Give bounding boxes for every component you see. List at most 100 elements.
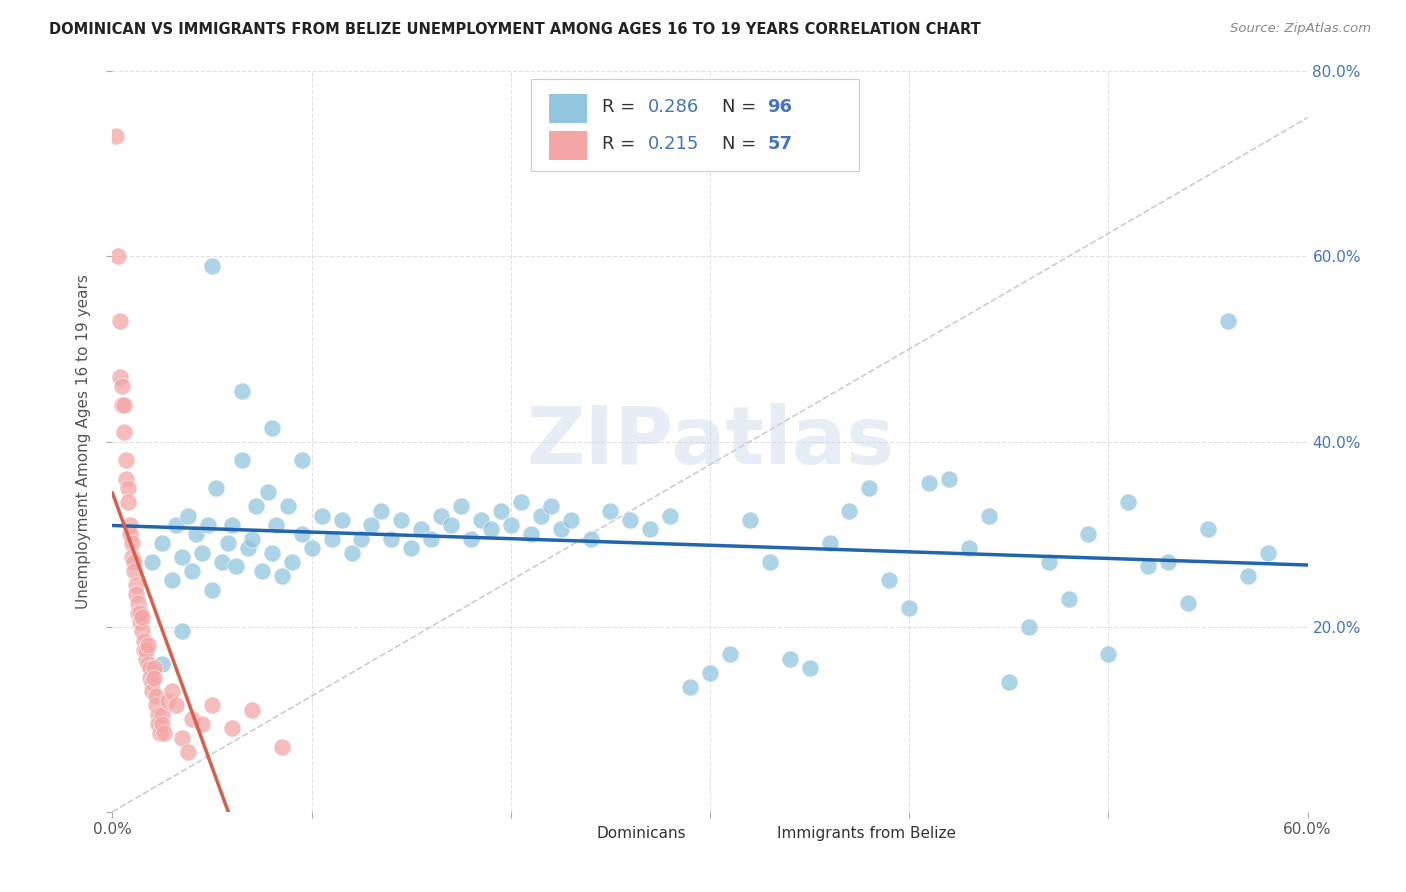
Point [125, 578, 148, 592]
Point [240, 703, 263, 717]
Point [270, 568, 292, 582]
Point [1057, 591, 1080, 606]
Point [245, 500, 267, 514]
Point [181, 712, 204, 726]
Point [124, 564, 146, 578]
Y-axis label: Unemployment Among Ages 16 to 19 years: Unemployment Among Ages 16 to 19 years [76, 274, 91, 609]
Point [350, 532, 373, 546]
Point [818, 536, 841, 550]
Point [124, 555, 146, 569]
Point [260, 420, 283, 434]
Point [107, 250, 129, 264]
Point [838, 504, 860, 518]
Point [420, 532, 443, 546]
Point [520, 527, 543, 541]
Point [134, 633, 156, 648]
Point [221, 517, 243, 532]
Point [141, 684, 163, 698]
Point [550, 523, 572, 537]
Point [172, 731, 194, 745]
Point [143, 661, 166, 675]
Point [231, 384, 253, 398]
Text: R =: R = [603, 98, 641, 116]
Point [411, 523, 433, 537]
Point [779, 652, 801, 666]
Point [138, 638, 160, 652]
Point [211, 555, 233, 569]
Point [115, 472, 138, 486]
FancyBboxPatch shape [554, 825, 588, 844]
Point [599, 504, 621, 518]
Text: N =: N = [723, 98, 762, 116]
Point [260, 545, 283, 560]
FancyBboxPatch shape [548, 94, 586, 123]
Point [879, 574, 901, 588]
Point [197, 517, 219, 532]
Point [489, 504, 512, 518]
Point [340, 545, 363, 560]
Text: Source: ZipAtlas.com: Source: ZipAtlas.com [1230, 22, 1371, 36]
Point [250, 564, 273, 578]
Point [264, 517, 287, 532]
Point [1197, 523, 1219, 537]
Point [138, 657, 160, 671]
Point [679, 680, 702, 694]
Point [150, 716, 173, 731]
Point [236, 541, 259, 555]
Point [114, 425, 135, 440]
Point [1157, 555, 1180, 569]
Point [1257, 545, 1279, 560]
Point [141, 675, 163, 690]
Point [579, 532, 602, 546]
Text: Immigrants from Belize: Immigrants from Belize [778, 826, 956, 841]
Point [759, 555, 782, 569]
Point [799, 661, 821, 675]
Point [148, 716, 170, 731]
Point [201, 582, 224, 597]
Point [134, 642, 156, 657]
Point [540, 500, 562, 514]
Point [121, 536, 143, 550]
Text: Dominicans: Dominicans [596, 826, 686, 841]
Point [150, 536, 173, 550]
Point [1177, 597, 1199, 611]
Point [162, 684, 183, 698]
FancyBboxPatch shape [548, 130, 586, 161]
FancyBboxPatch shape [531, 78, 859, 171]
Text: R =: R = [603, 135, 641, 153]
Point [898, 601, 921, 615]
Point [162, 574, 183, 588]
Point [440, 517, 463, 532]
Point [120, 527, 142, 541]
Point [143, 671, 166, 685]
Point [401, 541, 423, 555]
Point [311, 508, 333, 523]
Point [117, 494, 139, 508]
Point [509, 494, 531, 508]
Point [191, 716, 214, 731]
Point [360, 517, 382, 532]
Point [321, 532, 343, 546]
Point [201, 259, 224, 273]
Point [1137, 559, 1160, 574]
Point [111, 398, 134, 412]
Point [177, 508, 200, 523]
Point [291, 527, 314, 541]
Point [139, 671, 162, 685]
FancyBboxPatch shape [734, 825, 768, 844]
Point [277, 500, 299, 514]
Point [640, 523, 662, 537]
Point [1097, 648, 1119, 662]
Point [998, 675, 1021, 690]
Point [131, 624, 153, 639]
Point [217, 536, 239, 550]
Point [257, 485, 280, 500]
Point [105, 129, 128, 144]
Point [157, 694, 180, 708]
Point [738, 513, 761, 527]
Point [330, 513, 353, 527]
Point [205, 481, 228, 495]
Point [1038, 555, 1060, 569]
Point [858, 481, 880, 495]
Point [129, 615, 152, 629]
